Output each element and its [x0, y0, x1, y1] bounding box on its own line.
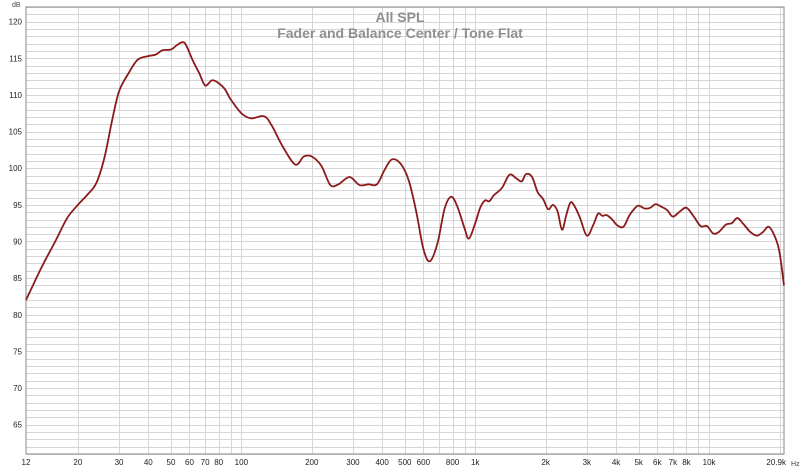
x-tick-label: 200	[305, 458, 319, 467]
x-tick-label: 50	[167, 458, 176, 467]
x-tick-labels: 12 20 30 40 50 60 70 80 100 200 300 400 500 600 800 1k 2…	[22, 458, 787, 467]
x-tick-label: 5k	[634, 458, 643, 467]
y-tick-label: 95	[13, 201, 22, 210]
x-tick-label: 400	[375, 458, 389, 467]
x-tick-label: 500	[398, 458, 412, 467]
x-tick-label: 300	[346, 458, 360, 467]
y-tick-label: 120	[9, 18, 23, 27]
x-axis-unit: Hz	[791, 461, 800, 468]
y-tick-label: 105	[9, 128, 23, 137]
y-tick-label: 70	[13, 384, 22, 393]
series-layer	[25, 41, 785, 301]
x-tick-label: 8k	[682, 458, 691, 467]
y-tick-label: 90	[13, 237, 22, 246]
x-tick-label: 4k	[612, 458, 621, 467]
x-tick-label: 3k	[583, 458, 592, 467]
x-tick-label: 70	[201, 458, 210, 467]
spl-series-line	[25, 41, 785, 301]
y-tick-label: 80	[13, 311, 22, 320]
x-tick-label: 7k	[669, 458, 678, 467]
y-tick-label: 85	[13, 274, 22, 283]
y-tick-label: 115	[9, 54, 22, 63]
chart-title: All SPL	[375, 9, 424, 25]
x-tick-label: 80	[214, 458, 223, 467]
y-gridlines	[26, 7, 784, 455]
x-tick-label: 60	[185, 458, 194, 467]
plot-frame	[25, 6, 785, 455]
x-tick-label: 1k	[471, 458, 480, 467]
x-tick-label: 800	[446, 458, 460, 467]
y-tick-labels: 65 70 75 80 85 90 95 100 105 110 115 120	[9, 18, 23, 430]
chart-subtitle: Fader and Balance Center / Tone Flat	[277, 25, 523, 41]
y-tick-label: 100	[9, 164, 23, 173]
x-tick-label: 12	[22, 458, 31, 467]
x-tick-label: 2k	[541, 458, 550, 467]
x-tick-label: 20.9k	[766, 458, 787, 467]
x-tick-label: 30	[115, 458, 124, 467]
x-tick-label: 600	[417, 458, 431, 467]
y-tick-label: 110	[9, 91, 22, 100]
x-tick-label: 6k	[653, 458, 662, 467]
x-tick-label: 20	[73, 458, 82, 467]
y-tick-label: 65	[13, 421, 22, 430]
x-tick-label: 10k	[703, 458, 717, 467]
x-tick-label: 100	[235, 458, 249, 467]
y-axis-unit: dB	[12, 2, 21, 9]
y-tick-label: 75	[13, 347, 22, 356]
x-tick-label: 40	[144, 458, 153, 467]
x-gridlines	[78, 7, 781, 454]
